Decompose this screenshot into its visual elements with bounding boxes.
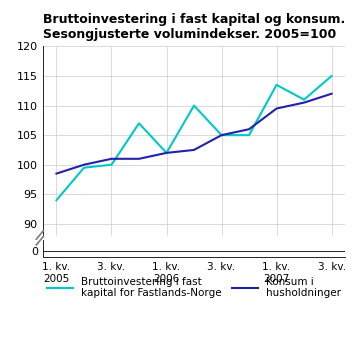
Legend: Bruttoinvestering i fast
kapital for Fastlands-Norge, Konsum i
husholdninger: Bruttoinvestering i fast kapital for Fas… (47, 277, 341, 298)
Text: Bruttoinvestering i fast kapital og konsum.
Sesongjusterte volumindekser. 2005=1: Bruttoinvestering i fast kapital og kons… (43, 13, 345, 41)
